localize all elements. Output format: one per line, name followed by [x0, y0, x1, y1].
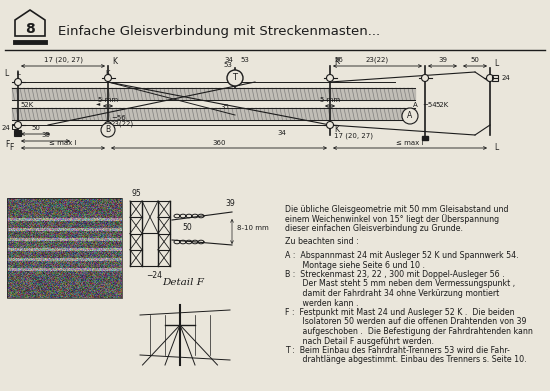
Text: drahtlänge abgestimmt. Einbau des Trenners s. Seite 10.: drahtlänge abgestimmt. Einbau des Trenne…	[285, 355, 527, 364]
Text: ≤ max l: ≤ max l	[396, 140, 424, 146]
Text: L: L	[16, 70, 20, 76]
Text: ≤ max l: ≤ max l	[50, 140, 77, 146]
Bar	[14, 130, 21, 136]
Text: T: T	[233, 74, 238, 83]
Circle shape	[402, 108, 418, 124]
Text: einem Weichenwinkel von 15° liegt der Überspannung: einem Weichenwinkel von 15° liegt der Üb…	[285, 215, 499, 224]
Text: 50: 50	[182, 223, 192, 232]
Text: Isolatoren 50 werden auf die offenen Drahtenden von 39: Isolatoren 50 werden auf die offenen Dra…	[285, 317, 526, 326]
Text: 50: 50	[31, 125, 40, 131]
Text: Einfache Gleisverbindung mit Streckenmasten...: Einfache Gleisverbindung mit Streckenmas…	[58, 25, 380, 38]
Text: 53: 53	[223, 62, 232, 68]
Text: L: L	[494, 59, 498, 68]
Text: Zu beachten sind :: Zu beachten sind :	[285, 237, 359, 246]
Circle shape	[101, 123, 115, 137]
Text: K: K	[334, 57, 339, 66]
Circle shape	[487, 75, 493, 81]
Text: 50: 50	[471, 57, 480, 63]
Text: A: A	[412, 102, 417, 108]
Text: 5 mm: 5 mm	[320, 97, 340, 103]
Text: 39: 39	[41, 132, 50, 138]
Circle shape	[327, 122, 333, 129]
Circle shape	[421, 75, 428, 81]
Text: ◄: ◄	[96, 102, 100, 106]
Text: L: L	[494, 143, 498, 152]
Text: damit der Fahrdraht 34 ohne Verkürzung montiert: damit der Fahrdraht 34 ohne Verkürzung m…	[285, 289, 499, 298]
Text: Die übliche Gleisgeometrie mit 50 mm Gleisabstand und: Die übliche Gleisgeometrie mit 50 mm Gle…	[285, 205, 509, 214]
Text: 95: 95	[132, 189, 142, 198]
Text: 39: 39	[225, 199, 235, 208]
Text: 52K: 52K	[435, 102, 448, 108]
Text: 360: 360	[212, 140, 226, 146]
Circle shape	[104, 75, 112, 81]
Text: 52K: 52K	[20, 102, 33, 108]
Circle shape	[14, 122, 21, 129]
Text: F: F	[6, 140, 10, 149]
Text: Der Mast steht 5 mm neben dem Vermessungspunkt ,: Der Mast steht 5 mm neben dem Vermessung…	[285, 280, 515, 289]
Text: 8-10 mm: 8-10 mm	[237, 225, 269, 231]
Text: A :  Abspannmast 24 mit Ausleger 52 K und Spannwerk 54.: A : Abspannmast 24 mit Ausleger 52 K und…	[285, 251, 519, 260]
Text: werden kann .: werden kann .	[285, 298, 359, 307]
Text: F :  Festpunkt mit Mast 24 und Ausleger 52 K .  Die beiden: F : Festpunkt mit Mast 24 und Ausleger 5…	[285, 308, 515, 317]
Circle shape	[227, 70, 243, 86]
Text: −24: −24	[146, 271, 162, 280]
Text: 5 mm: 5 mm	[98, 97, 118, 103]
Circle shape	[14, 79, 21, 86]
Text: A: A	[408, 111, 412, 120]
Bar	[422, 136, 428, 140]
Text: K: K	[112, 57, 117, 66]
Text: −56: −56	[111, 115, 126, 121]
Text: K: K	[334, 126, 339, 135]
Text: K: K	[106, 70, 110, 76]
Bar	[15, 131, 21, 135]
Text: 23(22): 23(22)	[111, 121, 134, 127]
Text: 34: 34	[278, 130, 287, 136]
Circle shape	[104, 122, 112, 129]
Text: B: B	[106, 126, 111, 135]
Text: T :  Beim Einbau des Fahrdraht-Trenners 53 wird die Fahr-: T : Beim Einbau des Fahrdraht-Trenners 5…	[285, 346, 510, 355]
Text: nach Detail F ausgeführt werden.: nach Detail F ausgeführt werden.	[285, 337, 434, 346]
Text: B :  Streckenmast 23, 22 , 300 mit Doppel-Ausleger 56 .: B : Streckenmast 23, 22 , 300 mit Doppel…	[285, 270, 505, 279]
Text: 24: 24	[502, 75, 511, 81]
Text: Montage siehe Seite 6 und 10 .: Montage siehe Seite 6 und 10 .	[285, 260, 425, 269]
Bar	[7, 198, 122, 298]
Text: 53: 53	[240, 57, 249, 63]
Text: aufgeschoben .  Die Befestigung der Fahrdrahtenden kann: aufgeschoben . Die Befestigung der Fahrd…	[285, 327, 533, 336]
Bar	[12, 124, 17, 129]
Text: Detail F: Detail F	[162, 278, 204, 287]
Text: dieser einfachen Gleisverbindung zu Grunde.: dieser einfachen Gleisverbindung zu Grun…	[285, 224, 463, 233]
Text: 39: 39	[438, 57, 447, 63]
Text: 34: 34	[224, 57, 233, 63]
Text: 56: 56	[334, 57, 343, 63]
Circle shape	[327, 75, 333, 81]
Text: 8: 8	[25, 22, 35, 36]
Text: F: F	[10, 143, 14, 152]
Text: 23(22): 23(22)	[366, 57, 389, 63]
Text: 24: 24	[1, 125, 10, 131]
Text: L: L	[4, 69, 8, 78]
Text: 35: 35	[221, 104, 229, 110]
Text: −54: −54	[422, 102, 437, 108]
Bar	[492, 75, 498, 81]
Text: 17 (20, 27): 17 (20, 27)	[334, 133, 373, 139]
Text: 17 (20, 27): 17 (20, 27)	[43, 57, 82, 63]
